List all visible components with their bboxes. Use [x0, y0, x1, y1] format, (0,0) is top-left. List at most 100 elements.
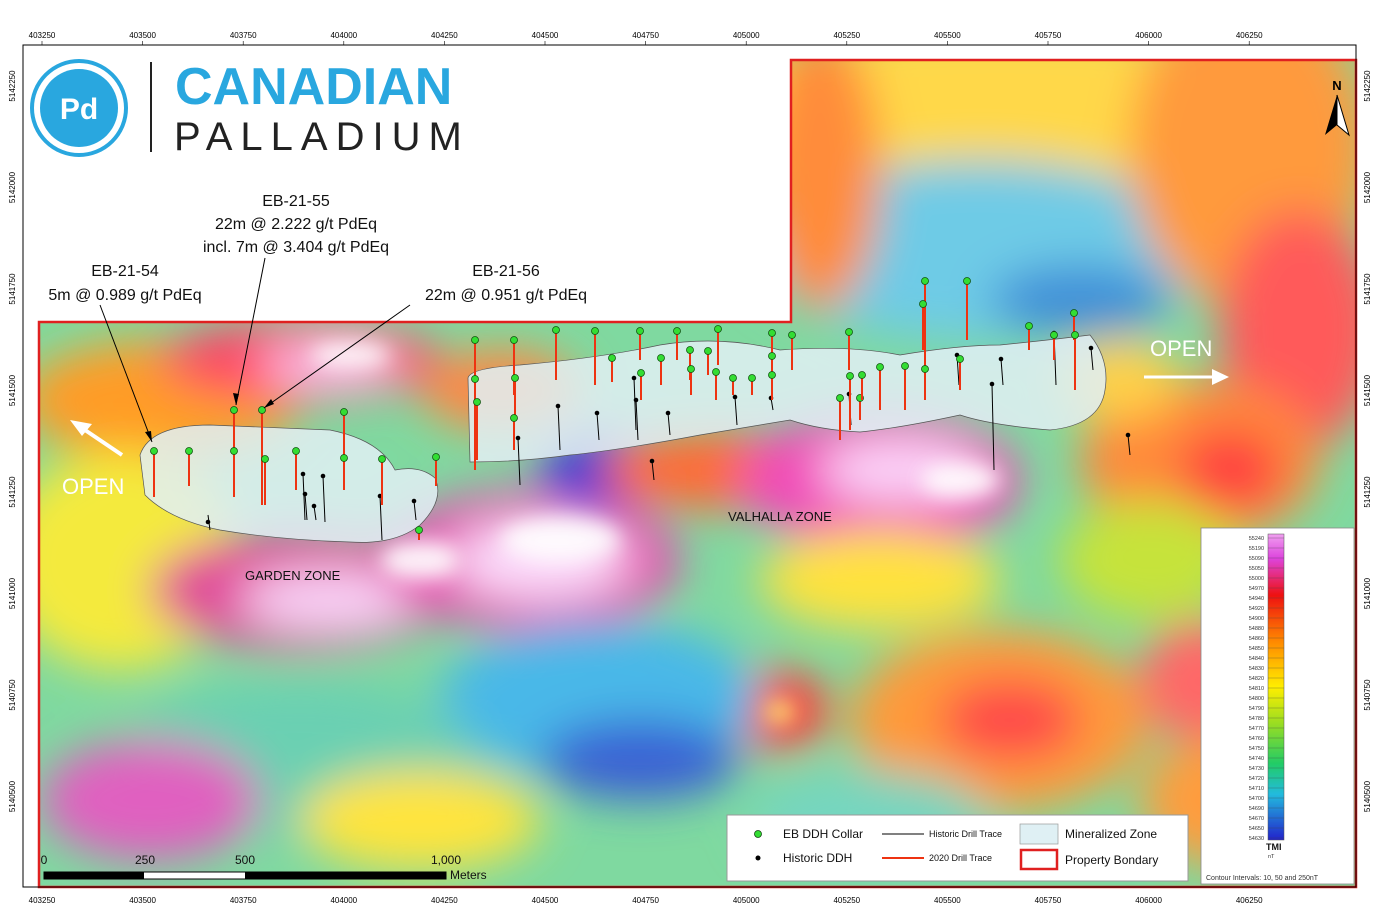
historic-drill-trace: [1090, 347, 1094, 371]
eb-ddh-collar: [712, 368, 720, 376]
eb-ddh-collar: [686, 346, 694, 354]
logo-circle: [40, 69, 118, 147]
north-arrow-left: [1325, 95, 1337, 135]
eb-ddh-collar: [261, 455, 269, 463]
scale-bar-seg-2: [245, 872, 446, 879]
callout-eb56-hole: EB-21-56: [472, 263, 540, 280]
legend-historic-ddh: Historic DDH: [783, 851, 852, 865]
eb-ddh-collar: [1071, 331, 1079, 339]
legend-2020-trace: 2020 Drill Trace: [929, 853, 992, 863]
map-outside-mask: [23, 45, 1356, 887]
x-tick-top: 405750: [1035, 31, 1062, 40]
eb-ddh-collar: [591, 327, 599, 335]
x-tick-bottom: 405000: [733, 896, 760, 905]
eb-ddh-collar: [471, 336, 479, 344]
legend-boundary-swatch: [1019, 848, 1059, 871]
colorbar-tick-label: 54820: [1249, 676, 1264, 682]
callout-eb55-result: 22m @ 2.222 g/t PdEq: [215, 216, 377, 233]
colorbar-tick-label: 54880: [1249, 626, 1264, 632]
eb-ddh-collar: [788, 331, 796, 339]
historic-ddh-collar: [411, 498, 417, 504]
open-east-label: OPEN: [1150, 336, 1212, 361]
y-tick-right: 5141750: [1363, 273, 1372, 305]
callout-eb55-hole: EB-21-55: [262, 193, 330, 210]
y-tick-left: 5142250: [8, 70, 17, 102]
historic-drill-trace: [734, 396, 738, 426]
y-tick-right: 5140500: [1363, 780, 1372, 812]
colorbar-tick-label: 54720: [1249, 776, 1264, 782]
colorbar-tick-label: 54830: [1249, 666, 1264, 672]
colorbar-tick-label: 55190: [1249, 546, 1264, 552]
valhalla-zone-label: VALHALLA ZONE: [728, 509, 832, 524]
historic-ddh-collar: [998, 356, 1004, 362]
open-west-label: OPEN: [62, 474, 124, 499]
legend-mineralized-zone: Mineralized Zone: [1065, 827, 1157, 841]
historic-drill-trace: [1000, 358, 1004, 386]
eb-ddh-collar: [292, 447, 300, 455]
historic-ddh-collar: [989, 381, 995, 387]
eb-ddh-collar: [340, 408, 348, 416]
eb-ddh-collar: [415, 526, 423, 534]
logo-title: CANADIAN: [175, 58, 452, 116]
eb-ddh-collar: [552, 326, 560, 334]
eb-ddh-collar: [230, 406, 238, 414]
colorbar-ramp: [1267, 533, 1285, 841]
x-tick-bottom: 404750: [632, 896, 659, 905]
eb-ddh-collar: [845, 328, 853, 336]
callout-eb55-leader: [235, 257, 266, 406]
x-tick-bottom: 406250: [1236, 896, 1263, 905]
x-tick-top: 403250: [29, 31, 56, 40]
historic-ddh-collar: [300, 471, 306, 477]
eb-ddh-collar: [1070, 309, 1078, 317]
historic-ddh-collar: [665, 410, 671, 416]
historic-ddh-collar: [311, 503, 317, 509]
scale-label-0: 0: [41, 853, 48, 867]
historic-ddh-collar: [631, 375, 637, 381]
x-tick-top: 404000: [330, 31, 357, 40]
x-tick-bottom: 405500: [934, 896, 961, 905]
logo-subtitle: PALLADIUM: [174, 115, 470, 159]
canadian-palladium-logo: Pd CANADIAN PALLADIUM: [30, 58, 470, 159]
eb-ddh-collar: [657, 354, 665, 362]
legend: EB DDH Collar Historic DDH Historic Dril…: [726, 814, 1189, 882]
eb-ddh-collar: [921, 365, 929, 373]
scale-label-1000: 1,000: [431, 853, 461, 867]
scale-bar-seg-1: [44, 872, 144, 879]
historic-drill-trace: [596, 412, 600, 441]
x-tick-bottom: 406000: [1135, 896, 1162, 905]
x-tick-bottom: 405750: [1035, 896, 1062, 905]
colorbar-tick-label: 54750: [1249, 746, 1264, 752]
eb-ddh-collar: [608, 354, 616, 362]
y-tick-left: 5141500: [8, 374, 17, 406]
x-tick-bottom: 403250: [29, 896, 56, 905]
logo-symbol: Pd: [60, 93, 98, 126]
colorbar-tick-label: 55050: [1249, 566, 1264, 572]
x-tick-top: 404750: [632, 31, 659, 40]
north-arrow-label: N: [1332, 78, 1341, 93]
x-tick-top: 405500: [934, 31, 961, 40]
colorbar-tick-label: 54780: [1249, 716, 1264, 722]
historic-ddh-collar: [633, 397, 639, 403]
eb-ddh-collar: [768, 329, 776, 337]
y-tick-left: 5141750: [8, 273, 17, 305]
colorbar-tick-label: 54770: [1249, 726, 1264, 732]
eb-ddh-collar: [378, 455, 386, 463]
callout-eb55-arrowhead: [233, 393, 239, 405]
open-east: OPEN: [1144, 336, 1229, 385]
open-west-arrow-shaft: [80, 426, 124, 457]
colorbar-tick-label: 54940: [1249, 596, 1264, 602]
historic-drill-trace: [313, 505, 317, 521]
y-tick-left: 5140750: [8, 679, 17, 711]
historic-ddh-collar: [205, 519, 211, 525]
eb-ddh-collar: [1025, 322, 1033, 330]
legend-property-boundary: Property Bondary: [1065, 853, 1158, 867]
legend-collar-symbol: [754, 830, 762, 838]
x-tick-top: 404500: [532, 31, 559, 40]
callout-eb56-arrowhead: [264, 399, 274, 408]
legend-box: [726, 814, 1189, 882]
eb-ddh-collar: [230, 447, 238, 455]
historic-drill-trace: [635, 399, 639, 441]
historic-ddh-collar: [320, 473, 326, 479]
eb-ddh-collar: [471, 375, 479, 383]
